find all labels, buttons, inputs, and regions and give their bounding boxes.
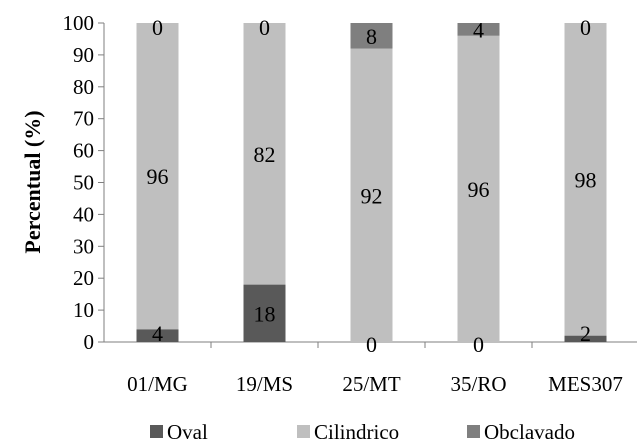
bar-segment: [564, 23, 607, 336]
x-tick-label: 25/MT: [342, 372, 401, 396]
bar-segment: [136, 23, 179, 330]
y-tick-label: 80: [73, 75, 94, 99]
y-tick-label: 70: [73, 107, 94, 131]
data-label: 82: [254, 142, 276, 167]
bar-segment: [564, 335, 607, 342]
x-tick-label: MES307: [548, 372, 623, 396]
bar-segment: [457, 23, 500, 36]
legend: Oval Cilindrico Obclavado: [150, 420, 575, 444]
legend-swatch: [467, 425, 480, 438]
data-label: 98: [575, 167, 597, 192]
legend-swatch: [150, 425, 163, 438]
data-label: 4: [152, 321, 163, 346]
legend-swatch: [297, 425, 310, 438]
legend-label: Obclavado: [484, 420, 575, 444]
bar-segment: [350, 23, 393, 49]
data-label: 0: [473, 332, 484, 357]
x-tick-label: 19/MS: [236, 372, 293, 396]
data-label: 4: [473, 17, 484, 42]
bar-segment: [243, 284, 286, 342]
data-label: 8: [366, 24, 377, 49]
y-tick-label: 60: [73, 139, 94, 163]
y-tick-label: 100: [63, 11, 95, 35]
legend-label: Oval: [167, 420, 208, 444]
y-tick-label: 20: [73, 266, 94, 290]
x-tick-label: 01/MG: [127, 372, 188, 396]
data-label: 96: [468, 177, 490, 202]
data-label: 0: [580, 15, 591, 40]
data-label: 0: [152, 15, 163, 40]
data-label: 2: [580, 321, 591, 346]
y-tick-label: 0: [84, 330, 95, 354]
y-tick-label: 10: [73, 298, 94, 322]
legend-label: Cilindrico: [314, 420, 399, 444]
y-tick-label: 30: [73, 234, 94, 258]
data-label: 0: [366, 332, 377, 357]
y-tick-label: 40: [73, 202, 94, 226]
y-tick-label: 90: [73, 43, 94, 67]
legend-item: Cilindrico: [297, 420, 399, 444]
data-label: 18: [254, 301, 276, 326]
data-label: 96: [147, 164, 169, 189]
data-label: 0: [259, 15, 270, 40]
y-axis-label-group: Percentual (%): [20, 110, 45, 253]
y-axis-label: Percentual (%): [20, 110, 45, 253]
bar-segment: [457, 35, 500, 342]
bar-segment: [350, 48, 393, 343]
bar-segment: [136, 329, 179, 342]
x-tick-label: 35/RO: [450, 372, 506, 396]
legend-item: Oval: [150, 420, 208, 444]
y-tick-label: 50: [73, 171, 94, 195]
legend-item: Obclavado: [467, 420, 575, 444]
data-label: 92: [361, 183, 383, 208]
bar-segment: [243, 23, 286, 285]
